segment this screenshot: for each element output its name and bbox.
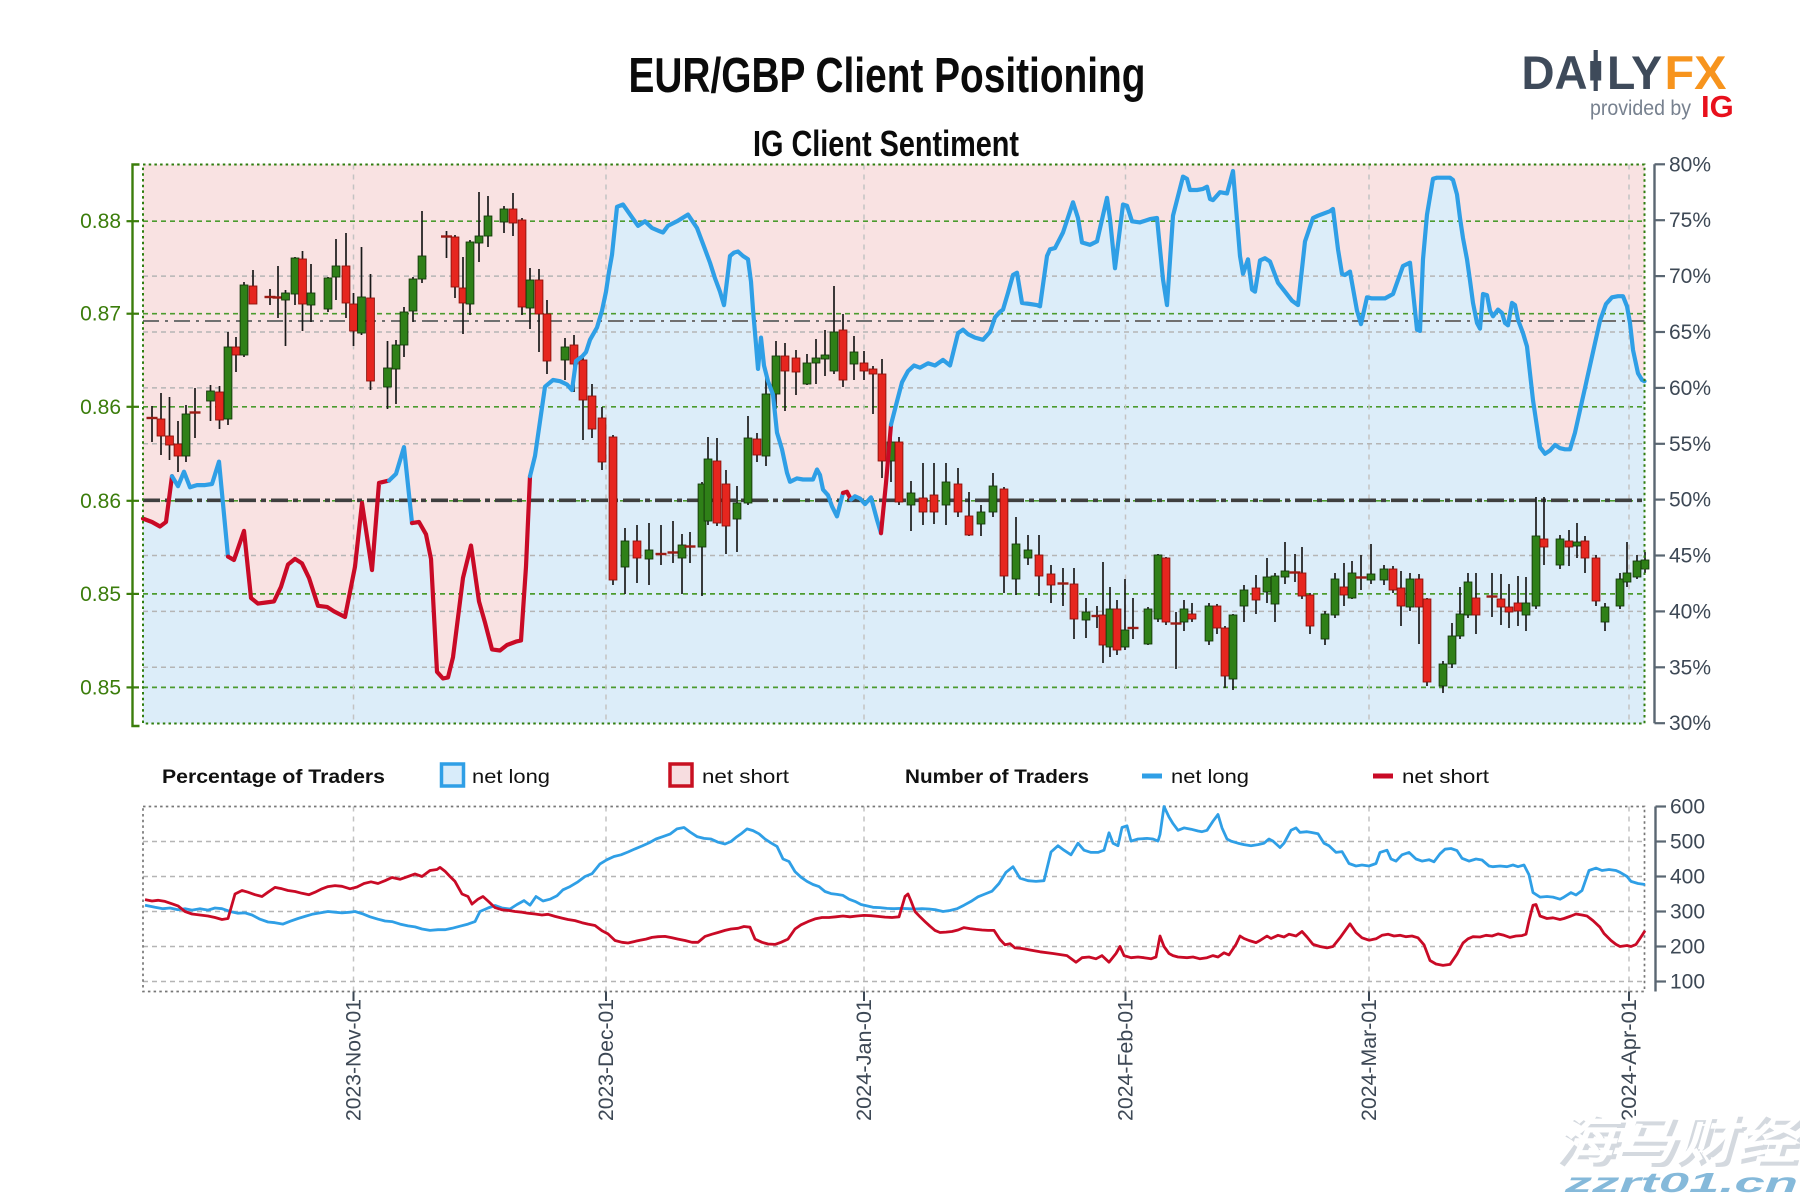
svg-text:LY: LY [1607,46,1662,99]
svg-text:55%: 55% [1669,433,1711,456]
svg-text:EUR/GBP Client Positioning: EUR/GBP Client Positioning [629,49,1146,103]
svg-text:IG Client Sentiment: IG Client Sentiment [753,123,1019,164]
svg-text:75%: 75% [1669,209,1711,232]
svg-text:45%: 45% [1669,545,1711,568]
svg-text:70%: 70% [1669,265,1711,288]
svg-text:DA: DA [1522,46,1588,99]
svg-text:海马财经: 海马财经 [1553,1111,1800,1170]
svg-text:net short: net short [702,766,790,788]
svg-text:2024-Jan-01: 2024-Jan-01 [852,999,876,1121]
svg-text:0.88: 0.88 [80,210,121,233]
svg-text:2024-Apr-01: 2024-Apr-01 [1617,999,1641,1121]
svg-text:40%: 40% [1669,600,1711,623]
svg-text:0.85: 0.85 [80,583,121,606]
svg-text:海马财经: 海马财经 [1557,1115,1800,1174]
svg-text:net long: net long [472,766,550,788]
svg-text:65%: 65% [1669,321,1711,344]
svg-text:0.87: 0.87 [80,303,121,326]
svg-text:FX: FX [1665,46,1727,99]
svg-text:200: 200 [1670,936,1705,959]
svg-text:60%: 60% [1669,377,1711,400]
svg-text:net short: net short [1402,766,1490,788]
svg-text:zzrt01.cn: zzrt01.cn [1563,1167,1798,1198]
svg-text:400: 400 [1670,866,1705,889]
svg-text:net long: net long [1171,766,1249,788]
svg-text:30%: 30% [1669,712,1711,735]
svg-text:0.86: 0.86 [80,396,121,419]
svg-text:80%: 80% [1669,153,1711,176]
svg-text:500: 500 [1670,831,1705,854]
svg-text:0.86: 0.86 [80,490,121,513]
svg-text:0.85: 0.85 [80,676,121,699]
svg-text:provided by: provided by [1590,97,1691,120]
svg-text:300: 300 [1670,901,1705,924]
svg-text:2023-Dec-01: 2023-Dec-01 [594,999,618,1121]
svg-text:600: 600 [1670,796,1705,819]
svg-text:50%: 50% [1669,489,1711,512]
svg-text:35%: 35% [1669,656,1711,679]
svg-text:IG: IG [1701,89,1734,124]
svg-text:2023-Nov-01: 2023-Nov-01 [342,999,366,1121]
svg-text:2024-Mar-01: 2024-Mar-01 [1357,999,1381,1121]
svg-text:Percentage of Traders: Percentage of Traders [162,766,385,788]
svg-text:2024-Feb-01: 2024-Feb-01 [1114,999,1138,1121]
svg-text:100: 100 [1670,971,1705,994]
svg-text:Number of Traders: Number of Traders [905,766,1089,788]
